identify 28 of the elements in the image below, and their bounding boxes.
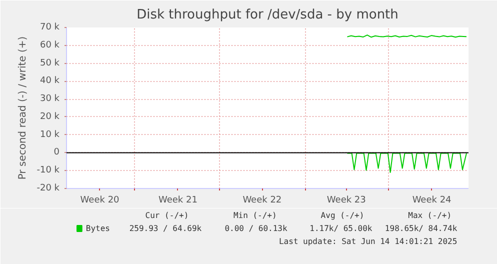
y-tick-label: 50 k: [40, 58, 60, 68]
y-tick-label: 40 k: [40, 76, 60, 86]
y-tick-label: 0: [54, 148, 60, 158]
y-tick-label: 60 k: [40, 40, 60, 50]
text: Max (-/+): [408, 211, 452, 220]
x-tick-label: Week 23: [326, 196, 366, 206]
y-tick-label: -20 k: [36, 184, 60, 194]
x-tick-label: Week 24: [412, 196, 452, 206]
chart-title: Disk throughput for /dev/sda - by month: [136, 8, 398, 22]
legend-label: Bytes: [86, 224, 110, 233]
line-series: [346, 152, 467, 173]
y-tick-label: 10 k: [40, 130, 60, 140]
y-tick-label: 70 k: [40, 22, 60, 32]
text: Cur (-/+): [145, 211, 189, 220]
y-tick-label: -10 k: [36, 166, 60, 176]
text: Min (-/+): [233, 211, 277, 220]
text: Avg (-/+): [320, 211, 364, 220]
y-axis-title: Pr second read (-) / write (+): [18, 36, 29, 180]
text: 198.65k/ 84.74k: [384, 224, 458, 233]
text: Last update: Sat Jun 14 14:01:21 2025: [278, 237, 458, 246]
text: 259.93 / 64.69k: [129, 224, 202, 233]
x-tick-label: Week 20: [80, 196, 120, 206]
text: 0.00 / 60.13k: [224, 224, 288, 233]
x-tick-label: Week 21: [158, 196, 198, 206]
y-tick-label: 20 k: [40, 112, 60, 122]
text: 1.17k/ 65.00k: [310, 224, 372, 233]
x-tick-label: Week 22: [242, 196, 282, 206]
y-tick-label: 30 k: [40, 94, 60, 104]
